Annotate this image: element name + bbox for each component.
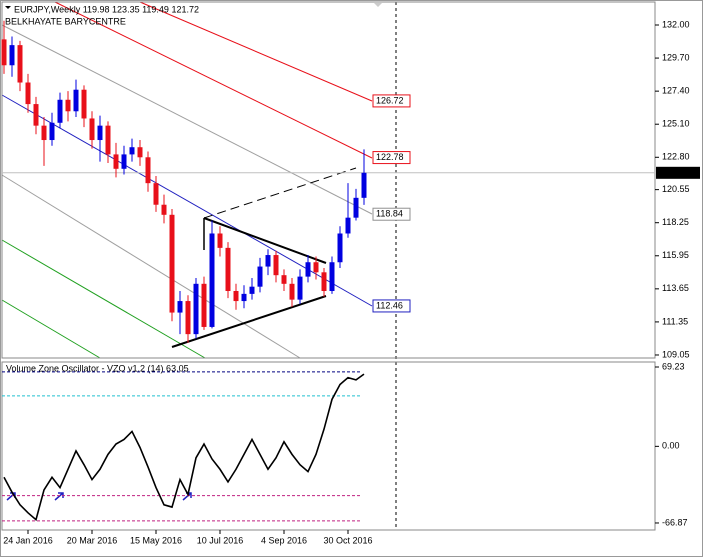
y-tick-label: 125.10	[662, 119, 690, 129]
y-tick-label: -66.87	[662, 517, 688, 527]
candle-body	[225, 247, 231, 291]
y-tick-label: 111.35	[662, 316, 688, 326]
y-tick-label: 120.55	[662, 184, 690, 194]
candle-body	[249, 286, 255, 294]
x-tick-label: 30 Oct 2016	[323, 535, 372, 545]
candle-body	[9, 45, 15, 66]
candle-body	[321, 272, 327, 291]
candle-body	[265, 255, 271, 267]
candle-body	[105, 125, 111, 155]
candle-body	[273, 255, 279, 276]
y-tick-label: 122.80	[662, 152, 690, 162]
y-tick-label: 113.65	[662, 283, 689, 293]
candle-body	[201, 283, 207, 327]
x-tick-label: 4 Sep 2016	[261, 535, 307, 545]
candle-body	[153, 183, 159, 205]
y-tick-label: 118.25	[662, 217, 689, 227]
indicator-title: Volume Zone Oscillator - VZO v1.2 (14) 6…	[6, 363, 189, 373]
price-label-box	[372, 299, 411, 313]
x-tick-label: 15 May 2016	[130, 535, 182, 545]
candle-body	[41, 125, 47, 141]
candle-body	[241, 293, 247, 302]
candle-body	[145, 157, 151, 184]
candle-body	[337, 233, 343, 263]
candle-body	[361, 172, 367, 198]
candle-body	[185, 301, 191, 335]
candle-body	[353, 197, 359, 218]
candle-body	[257, 266, 263, 287]
price-label: 126.72	[376, 95, 404, 105]
candle-body	[65, 99, 71, 112]
candle-body	[177, 301, 183, 313]
candle-body	[57, 99, 63, 123]
candle-body	[193, 283, 199, 335]
candle-body	[305, 262, 311, 277]
y-tick-label: 129.70	[662, 52, 690, 62]
price-label-box	[372, 94, 411, 108]
candle-body	[81, 89, 87, 119]
price-label: 122.78	[376, 152, 404, 162]
last-price-label: 121.72	[662, 167, 690, 177]
candle-body	[313, 262, 319, 273]
candle-body	[97, 125, 103, 141]
scroll-marker	[374, 3, 382, 7]
menu-arrow	[5, 6, 11, 9]
y-tick-label: 127.40	[662, 86, 690, 96]
candle-body	[113, 154, 119, 169]
price-label-box	[372, 151, 411, 165]
y-tick-label: 115.95	[662, 250, 689, 260]
y-tick-label: 109.05	[662, 349, 690, 359]
candle-body	[33, 104, 39, 126]
y-tick-label: 0.00	[662, 441, 680, 451]
x-tick-label: 20 Mar 2016	[67, 535, 118, 545]
x-tick-label: 24 Jan 2016	[3, 535, 53, 545]
candle-body	[169, 214, 175, 313]
y-tick-label: 132.00	[662, 19, 690, 29]
y-tick-label: 69.23	[662, 361, 685, 371]
chart-title: EURJPY,Weekly 119.98 123.35 119.49 121.7…	[14, 4, 199, 14]
candle-body	[289, 283, 295, 300]
candle-body	[1, 39, 7, 66]
main-panel	[1, 1, 656, 359]
last-price-box	[656, 166, 700, 179]
candle-body	[345, 217, 351, 234]
candle-body	[25, 82, 31, 105]
candle-body	[89, 118, 95, 141]
candle-body	[129, 147, 135, 155]
candle-body	[161, 204, 167, 215]
candle-body	[121, 154, 127, 169]
chart-subtitle: BELKHAYATE BARYCENTRE	[5, 16, 126, 26]
x-tick-label: 10 Jul 2016	[197, 535, 244, 545]
overlay-lines	[1, 1, 397, 530]
candle-body	[17, 45, 23, 83]
candle-body	[281, 275, 287, 284]
candle-body	[209, 233, 215, 327]
candle-body	[329, 262, 335, 291]
candle-body	[297, 276, 303, 300]
indicator-line	[3, 373, 365, 522]
candle-body	[137, 147, 143, 158]
candle-body	[217, 233, 223, 248]
candle-body	[233, 290, 239, 302]
price-label: 112.46	[376, 300, 403, 310]
candle-body	[49, 122, 55, 141]
price-label-box	[372, 207, 411, 221]
candle-body	[73, 89, 79, 112]
price-label: 118.84	[376, 209, 403, 219]
